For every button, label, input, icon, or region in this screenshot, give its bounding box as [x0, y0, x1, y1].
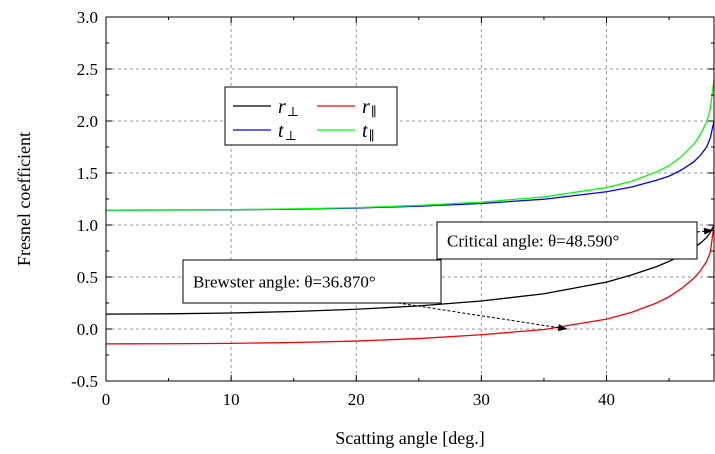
brewster-angle-arrow: [397, 302, 568, 330]
critical-angle-box: [436, 221, 698, 260]
series-line-1: [105, 224, 715, 315]
series-line-2: [105, 224, 715, 345]
axis-ticks: 0 10 20 30 40 -0.5 0.0 0.5 1.0 1.5 2.0 2.5 3.0: [71, 8, 714, 409]
x-tick-label: 10: [223, 390, 240, 409]
grid: [106, 17, 714, 381]
legend-box: [224, 86, 398, 146]
series-line-4: [105, 79, 715, 211]
critical-angle-annotation: Critical angle: θ=48.590°: [436, 221, 714, 260]
y-tick-label: 1.0: [77, 216, 98, 235]
brewster-angle-box: [182, 259, 442, 304]
curves: [105, 79, 715, 345]
x-tick-label: 40: [598, 390, 615, 409]
y-tick-label: 1.5: [77, 164, 98, 183]
critical-angle-arrow: [696, 229, 714, 233]
critical-angle-arrowhead: [703, 227, 713, 235]
y-axis-title: Fresnel coefficient: [14, 132, 34, 266]
y-tick-label: -0.5: [71, 372, 98, 391]
critical-angle-label: Critical angle: θ=48.590°: [447, 232, 619, 251]
series-line-3: [105, 120, 715, 211]
y-tick-label: 0.5: [77, 268, 98, 287]
brewster-angle-label: Brewster angle: θ=36.870°: [193, 273, 376, 292]
y-tick-label: 3.0: [77, 8, 98, 27]
y-tick-label: 2.5: [77, 60, 98, 79]
plot-frame: [105, 16, 715, 382]
y-tick-label: 2.0: [77, 112, 98, 131]
x-tick-label: 30: [473, 390, 490, 409]
x-tick-label: 20: [348, 390, 365, 409]
brewster-angle-annotation: Brewster angle: θ=36.870°: [182, 259, 568, 332]
legend: r⊥ r∥t⊥ t∥: [224, 86, 398, 146]
x-tick-label: 0: [102, 390, 111, 409]
y-tick-label: 0.0: [77, 320, 98, 339]
x-axis-title: Scatting angle [deg.]: [335, 428, 484, 448]
brewster-angle-arrowhead: [557, 324, 568, 332]
